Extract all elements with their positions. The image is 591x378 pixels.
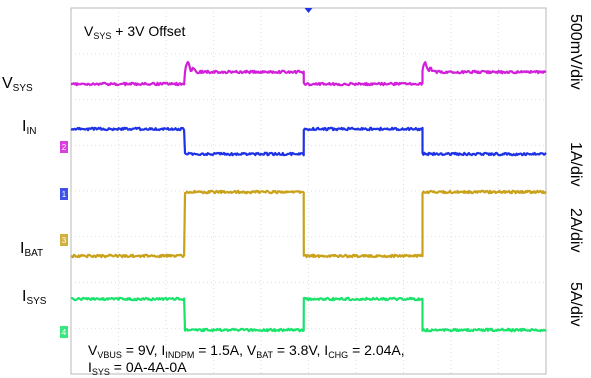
caption-text: = 9V, I: [122, 342, 165, 358]
trigger-marker: [305, 8, 313, 13]
label-iin: IIN: [22, 118, 36, 137]
caption-line-1: VVBUS = 9V, IINDPM = 1.5A, VBAT = 3.8V, …: [88, 342, 405, 360]
channel-marker-label: 3: [62, 236, 67, 245]
caption-subscript: BAT: [256, 350, 273, 360]
channel-marker-label: 2: [62, 143, 67, 152]
caption-text: = 0A-4A-0A: [110, 359, 187, 375]
caption-text: = 3.8V, I: [273, 342, 328, 358]
channel-marker-3: 3: [60, 234, 68, 246]
channel-marker-label: 1: [62, 190, 67, 199]
channel-marker-4: 4: [60, 326, 68, 338]
caption-subscript: CHG: [328, 350, 348, 360]
channel-markers: 2 1 3 4: [60, 141, 68, 338]
scale-isys: 5A/div: [566, 282, 584, 326]
caption-text: V: [88, 342, 97, 358]
caption-line-2: ISYS = 0A-4A-0A: [88, 359, 187, 377]
scale-vsys: 500mV/div: [566, 14, 584, 90]
channel-marker-label: 4: [62, 328, 67, 337]
trace-iin: [71, 128, 546, 155]
vsys-offset-note: VSYS + 3V Offset: [84, 23, 185, 41]
channel-marker-2: 2: [60, 141, 68, 153]
label-ibat: IBAT: [20, 240, 43, 259]
channel-marker-1: 1: [60, 188, 68, 200]
caption-subscript: SYS: [92, 367, 110, 377]
scale-ibat: 2A/div: [566, 208, 584, 252]
trace-vsys: [71, 62, 546, 85]
label-isys: ISYS: [22, 288, 46, 307]
caption-text: = 1.5A, V: [194, 342, 256, 358]
scale-iin: 1A/div: [566, 142, 584, 186]
caption-text: = 2.04A,: [348, 342, 404, 358]
label-vsys: VSYS: [2, 75, 33, 94]
trace-isys: [71, 298, 546, 331]
